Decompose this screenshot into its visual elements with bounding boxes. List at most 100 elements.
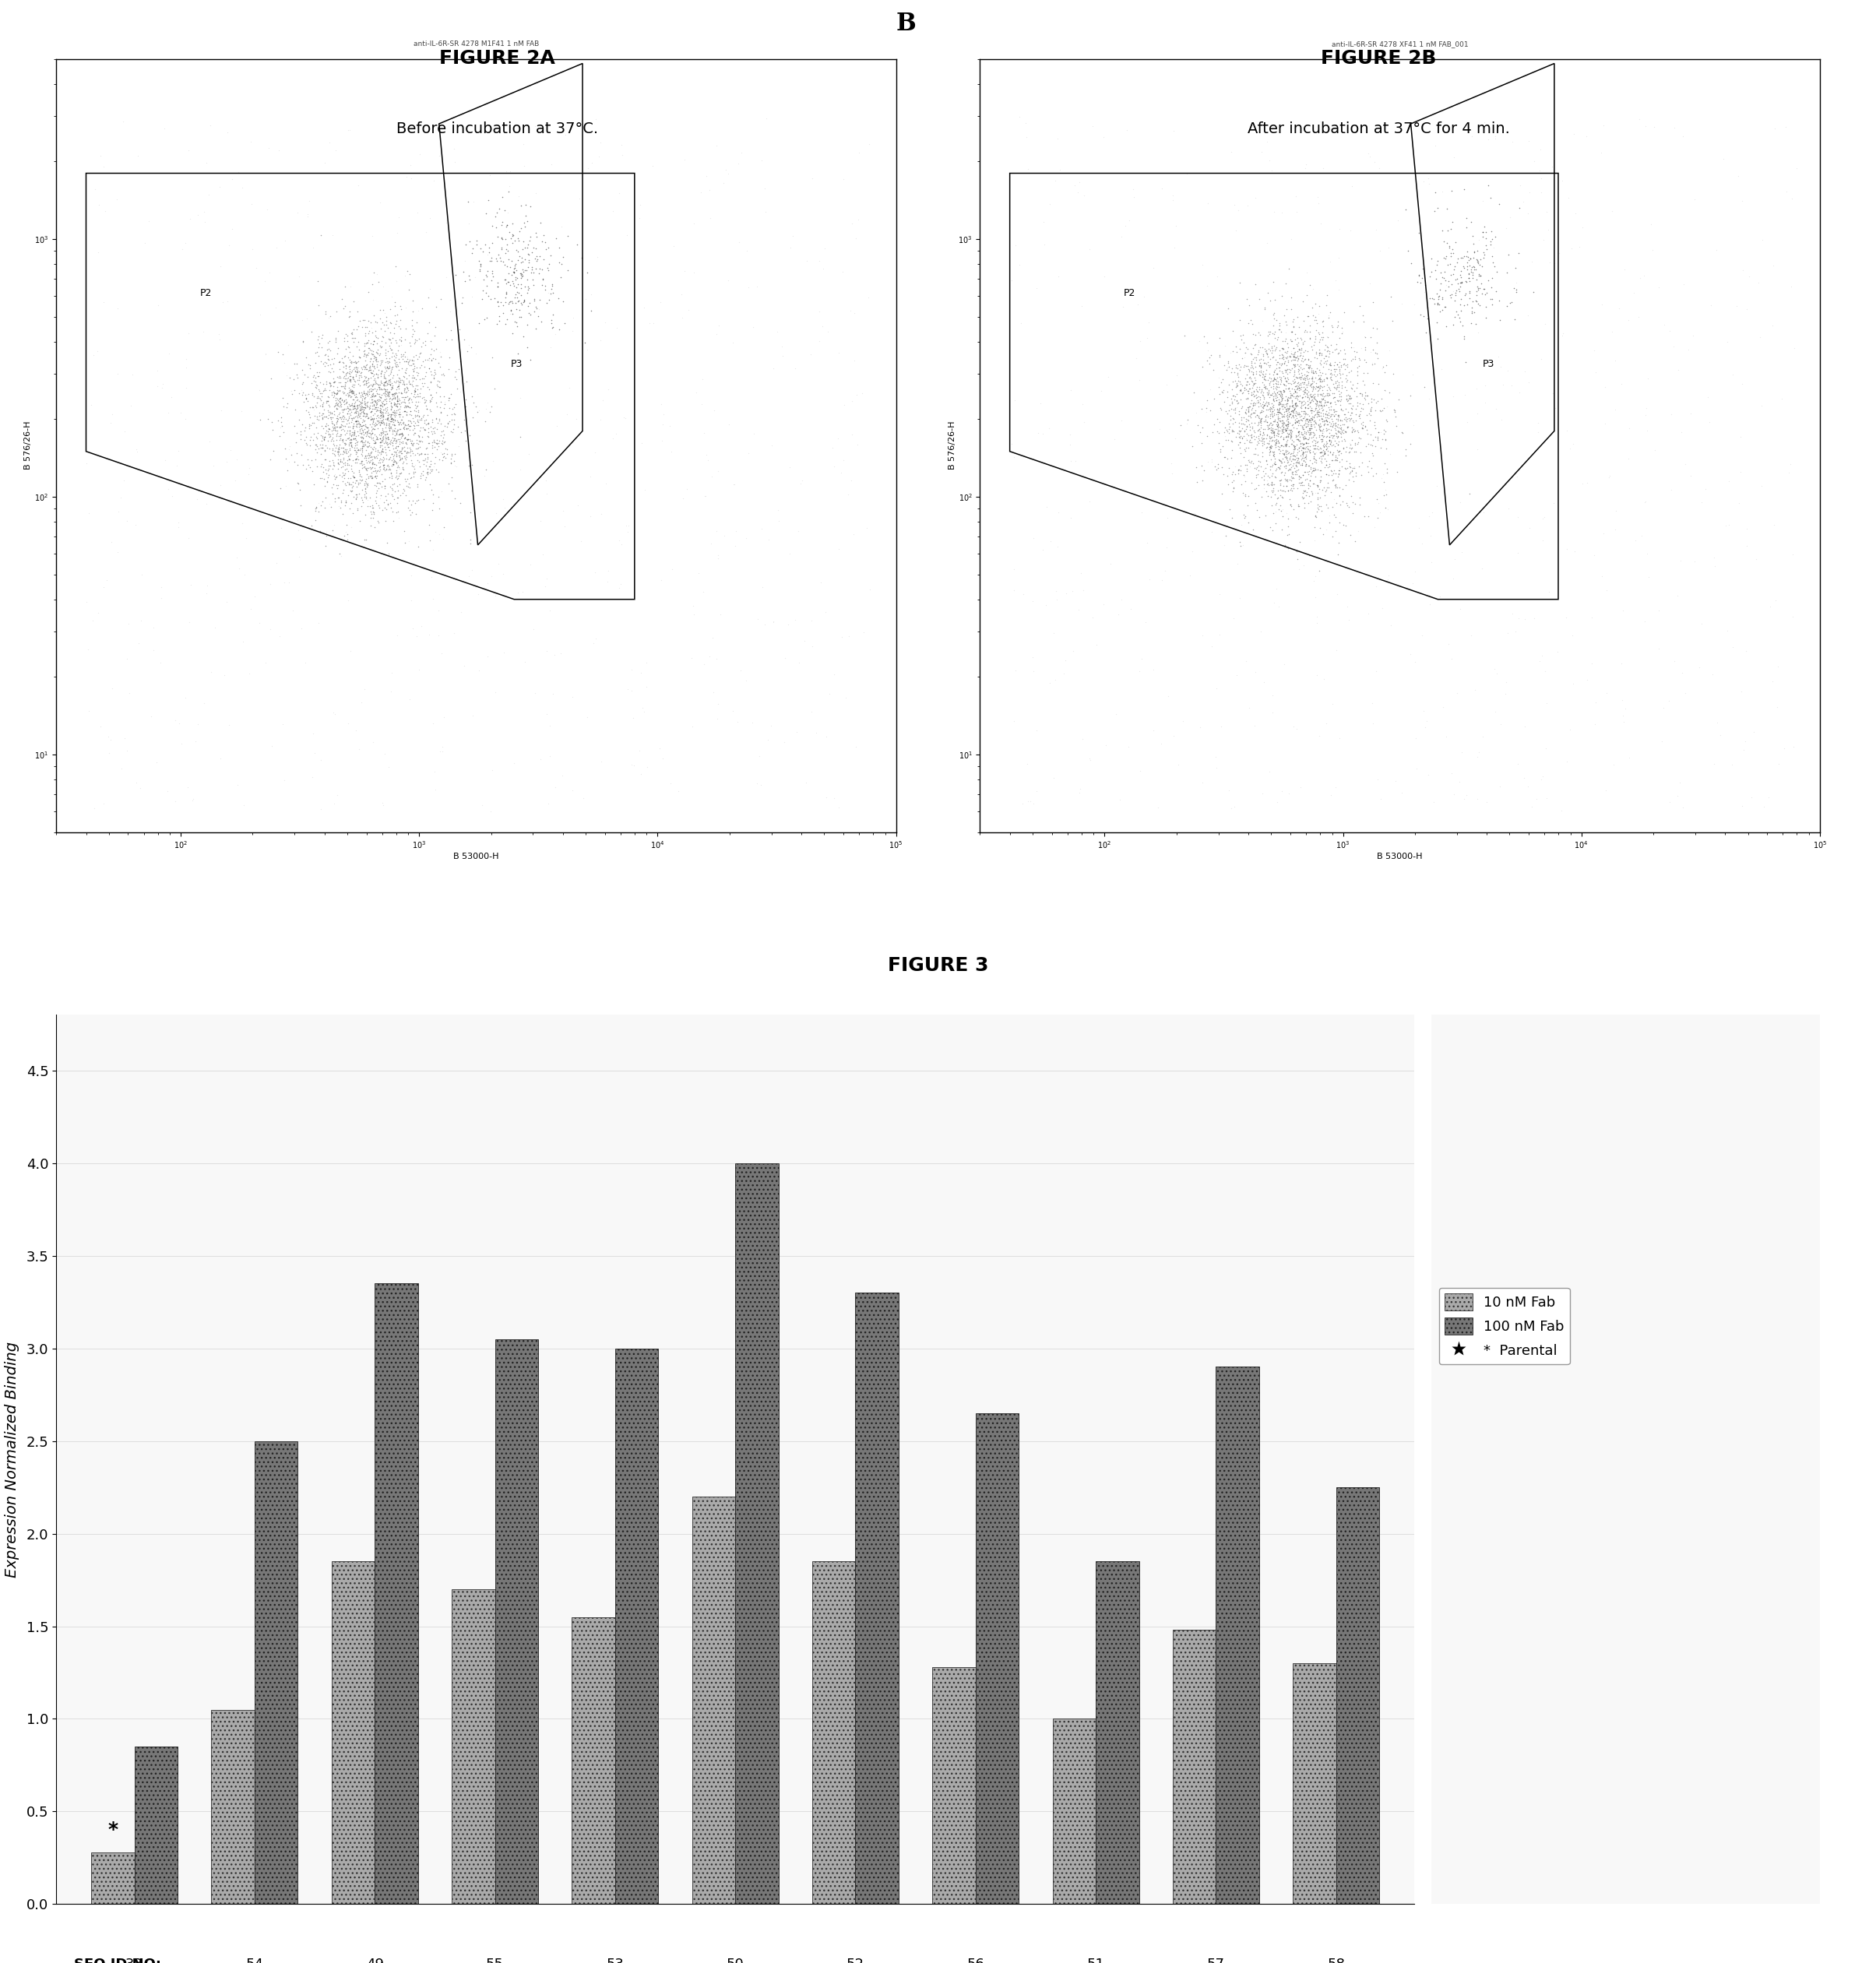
Point [426,371,456,402]
Point [418,363,448,395]
Point [358,726,388,758]
Point [1244,385,1274,416]
Point [1221,379,1251,410]
Point [1341,359,1371,391]
Point [371,379,401,410]
Point [379,420,409,451]
Point [1242,430,1272,461]
Point [1300,336,1330,367]
Point [375,383,405,414]
Point [1630,487,1660,518]
Point [1251,387,1281,418]
Point [1356,687,1386,718]
Point [328,465,358,497]
Point [379,446,409,477]
Point [1306,446,1336,477]
Point [1469,239,1499,271]
Point [385,385,415,416]
Point [1248,387,1278,418]
Point [1422,245,1452,277]
Point [1279,338,1309,369]
Point [1283,397,1313,428]
Point [839,298,869,330]
Point [1251,400,1281,432]
Point [522,291,552,322]
Point [1317,426,1347,457]
Point [1520,145,1550,177]
Point [371,528,401,559]
Point [323,438,353,469]
Point [356,461,386,493]
Point [415,457,445,489]
Point [839,518,869,550]
Point [1251,389,1281,420]
Point [499,253,529,285]
Point [255,444,285,475]
Point [1319,377,1349,408]
Point [351,379,381,410]
Point [638,308,668,340]
Point [1302,660,1332,691]
Point [1276,342,1306,373]
Point [392,471,422,503]
Point [1246,351,1276,383]
Point [1287,416,1317,448]
Point [1510,355,1540,387]
Point [415,469,445,501]
Point [163,707,193,738]
Point [724,226,754,257]
Point [328,426,358,457]
Point [1319,383,1349,414]
Point [1234,408,1264,440]
Point [362,259,392,291]
Point [499,249,529,281]
Point [328,385,358,416]
Point [535,249,565,281]
Point [343,355,373,387]
Point [396,444,426,475]
Point [1435,259,1465,291]
Point [627,758,657,789]
Point [1276,326,1306,357]
Point [1283,544,1313,575]
Point [360,424,390,455]
Point [1306,324,1336,355]
Point [370,428,400,459]
Point [1221,351,1251,383]
Point [762,316,792,347]
Point [1281,402,1311,434]
Point [360,410,390,442]
Point [306,377,336,408]
Point [1276,414,1306,446]
Point [383,387,413,418]
Point [1263,324,1293,355]
Point [1257,393,1287,424]
Point [1075,234,1105,265]
Point [1279,340,1309,371]
Point [383,365,413,397]
Point [368,495,398,526]
Point [1208,375,1238,406]
Point [1261,428,1291,459]
Point [1298,455,1328,487]
Point [403,444,433,475]
Point [627,658,657,689]
Point [1523,155,1553,186]
Point [1219,450,1249,481]
Point [508,255,538,287]
Point [1281,420,1311,451]
Point [321,469,351,501]
Point [1317,520,1347,552]
Point [351,471,381,503]
Point [1257,457,1287,489]
Point [1270,442,1300,473]
Point [467,789,497,821]
Point [1430,243,1460,275]
Point [1291,391,1321,422]
Point [1294,418,1324,450]
Point [310,422,340,453]
Point [520,243,550,275]
Point [330,334,360,365]
Point [1152,369,1182,400]
Point [411,408,441,440]
